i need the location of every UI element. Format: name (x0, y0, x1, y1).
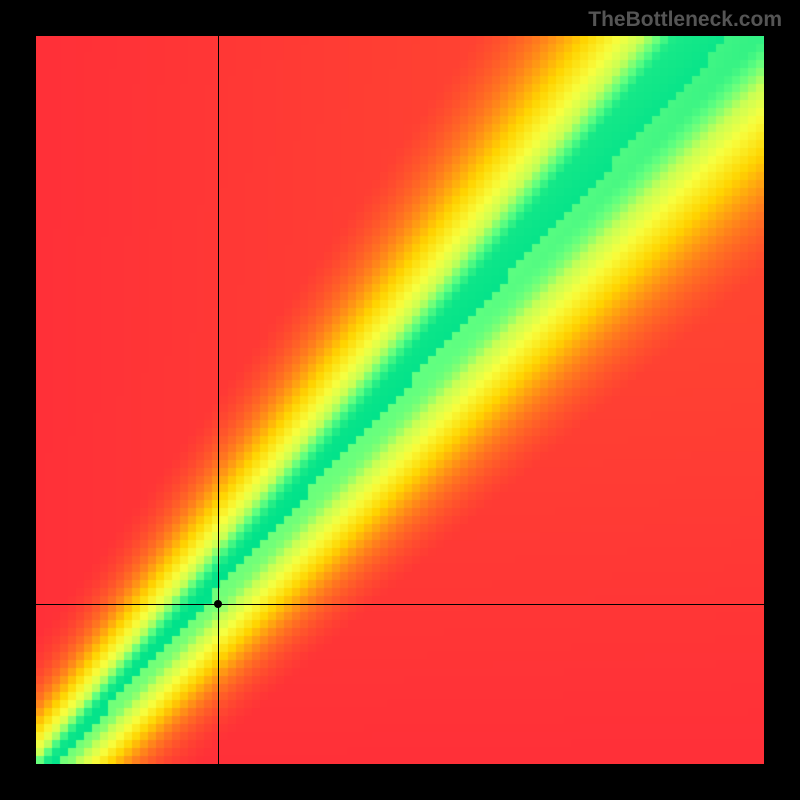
crosshair-horizontal (36, 604, 764, 605)
crosshair-marker (214, 600, 222, 608)
plot-area (36, 36, 764, 764)
heatmap-canvas (36, 36, 764, 764)
crosshair-vertical (218, 36, 219, 764)
chart-container: TheBottleneck.com (0, 0, 800, 800)
watermark-text: TheBottleneck.com (588, 8, 782, 32)
